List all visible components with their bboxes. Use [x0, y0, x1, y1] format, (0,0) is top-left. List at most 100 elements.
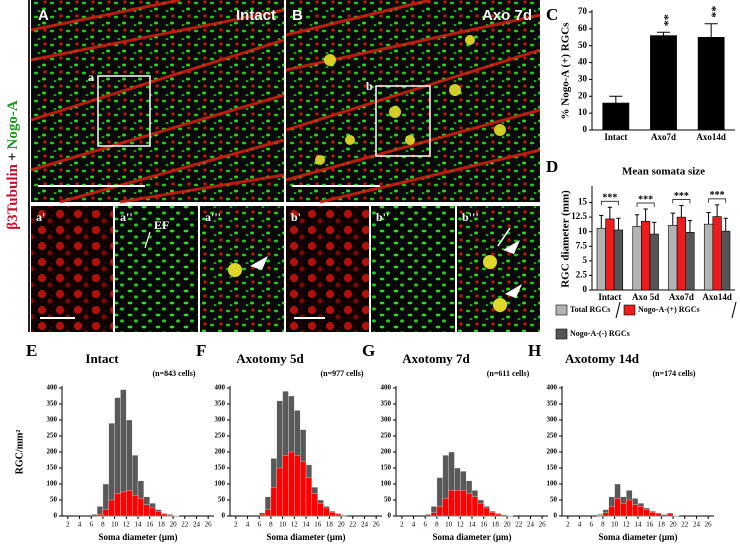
histogram-bar — [472, 497, 478, 516]
y-tick-label: 100 — [547, 480, 558, 488]
x-tick-label: 14 — [135, 521, 143, 529]
histogram-bar — [126, 490, 132, 516]
y-tick-label: 2.5 — [576, 269, 588, 279]
x-tick-label: 14 — [635, 521, 643, 529]
bar — [650, 36, 676, 130]
histogram-bar — [609, 506, 615, 516]
histogram-bar — [265, 510, 271, 516]
x-tick-label: 24 — [693, 521, 701, 529]
bar — [614, 230, 623, 290]
y-tick-label: 100 — [47, 480, 58, 488]
histogram-bar — [120, 492, 126, 516]
y-tick-label: 100 — [215, 480, 226, 488]
inset-label: b' — [291, 210, 301, 224]
x-tick-label: Axo7d — [669, 292, 694, 302]
bar — [698, 37, 724, 130]
stain-green: Nogo-A — [5, 100, 21, 149]
x-tick-label: 22 — [181, 521, 189, 529]
y-tick-label: 350 — [547, 400, 558, 408]
histogram-bar — [324, 508, 330, 516]
chart-title: Intact — [85, 351, 119, 366]
histogram-bar — [437, 506, 443, 516]
chart-subtitle: (n=611 cells) — [487, 369, 530, 378]
error-bar — [643, 209, 647, 221]
histogram-bar — [644, 510, 650, 516]
y-tick-label: 0 — [583, 124, 588, 134]
x-tick-label: 2 — [234, 521, 238, 529]
annotation: ** — [658, 14, 672, 26]
y-tick-label: 10 — [578, 226, 588, 236]
bar — [603, 103, 629, 130]
histogram-bar — [161, 514, 167, 516]
bar — [721, 231, 730, 290]
y-tick-label: 0 — [222, 512, 226, 520]
histogram-bar — [495, 514, 501, 516]
histogram-bar — [283, 455, 289, 516]
x-tick-label: 22 — [515, 521, 523, 529]
y-tick-label: 50 — [218, 496, 226, 504]
y-tick-label: 300 — [547, 416, 558, 424]
y-tick-label: 30 — [578, 73, 588, 83]
chart-title: Axotomy 14d — [565, 351, 640, 366]
x-tick-label: 24 — [527, 521, 535, 529]
histogram-bar — [620, 503, 626, 516]
histogram-bar — [312, 494, 318, 516]
histogram-bar — [650, 512, 656, 516]
histogram-bar — [144, 505, 150, 516]
annotation: *** — [602, 193, 617, 204]
y-tick-label: 5 — [583, 255, 588, 265]
y-axis-label: RGC diameter (mm) — [560, 190, 572, 288]
histogram-bar — [626, 500, 632, 516]
y-tick-label: 400 — [215, 384, 226, 392]
legend-label: Nogo-A-(-) RGCs — [570, 329, 630, 338]
bar — [669, 225, 678, 290]
x-axis-label: Soma diameter (μm) — [267, 532, 346, 542]
histogram-bar — [103, 510, 109, 516]
x-tick-label: 12 — [291, 521, 299, 529]
x-tick-label: Axo 5d — [632, 292, 659, 302]
bar — [713, 217, 722, 290]
x-tick-label: 20 — [670, 521, 678, 529]
y-tick-label: 250 — [47, 432, 58, 440]
y-tick-label: 40 — [578, 57, 588, 67]
annotation: *** — [674, 191, 689, 202]
histogram-bar — [656, 513, 662, 516]
histogram-bar — [661, 515, 667, 516]
x-tick-label: 22 — [681, 521, 689, 529]
y-tick-label: 300 — [381, 416, 392, 424]
y-tick-label: 50 — [550, 496, 558, 504]
x-tick-label: Axo7d — [651, 132, 676, 142]
chart-title: Axotomy 5d — [236, 351, 304, 366]
histogram-bar — [300, 462, 306, 516]
x-tick-label: 10 — [279, 521, 287, 529]
y-tick-label: 0 — [583, 284, 588, 294]
panel-label: A — [38, 7, 49, 24]
y-axis-label: RGC/mm² — [14, 430, 25, 475]
box-label: a — [88, 70, 94, 84]
stain-label: β3Tubulin+Nogo-A — [5, 100, 21, 230]
ef-label: EF — [154, 218, 169, 232]
histogram-bar — [603, 513, 609, 516]
x-tick-label: 24 — [193, 521, 201, 529]
x-tick-label: 16 — [314, 521, 322, 529]
y-tick-label: 150 — [47, 464, 58, 472]
histogram-bar — [431, 513, 437, 516]
x-tick-label: 20 — [504, 521, 512, 529]
chart-subtitle: (n=977 cells) — [321, 369, 364, 378]
histogram-bar — [632, 505, 638, 516]
y-tick-label: 20 — [578, 90, 588, 100]
x-tick-label: 4 — [578, 521, 582, 529]
y-tick-label: 400 — [47, 384, 58, 392]
y-tick-label: 150 — [381, 464, 392, 472]
chart-subtitle: (n=174 cells) — [653, 369, 696, 378]
x-tick-label: 26 — [539, 521, 547, 529]
x-tick-label: 26 — [205, 521, 213, 529]
legend-separator — [616, 302, 620, 318]
histogram-bar — [138, 498, 144, 516]
x-tick-label: 24 — [361, 521, 369, 529]
histogram-bar — [615, 498, 621, 516]
bar — [606, 219, 615, 290]
y-tick-label: 350 — [381, 400, 392, 408]
